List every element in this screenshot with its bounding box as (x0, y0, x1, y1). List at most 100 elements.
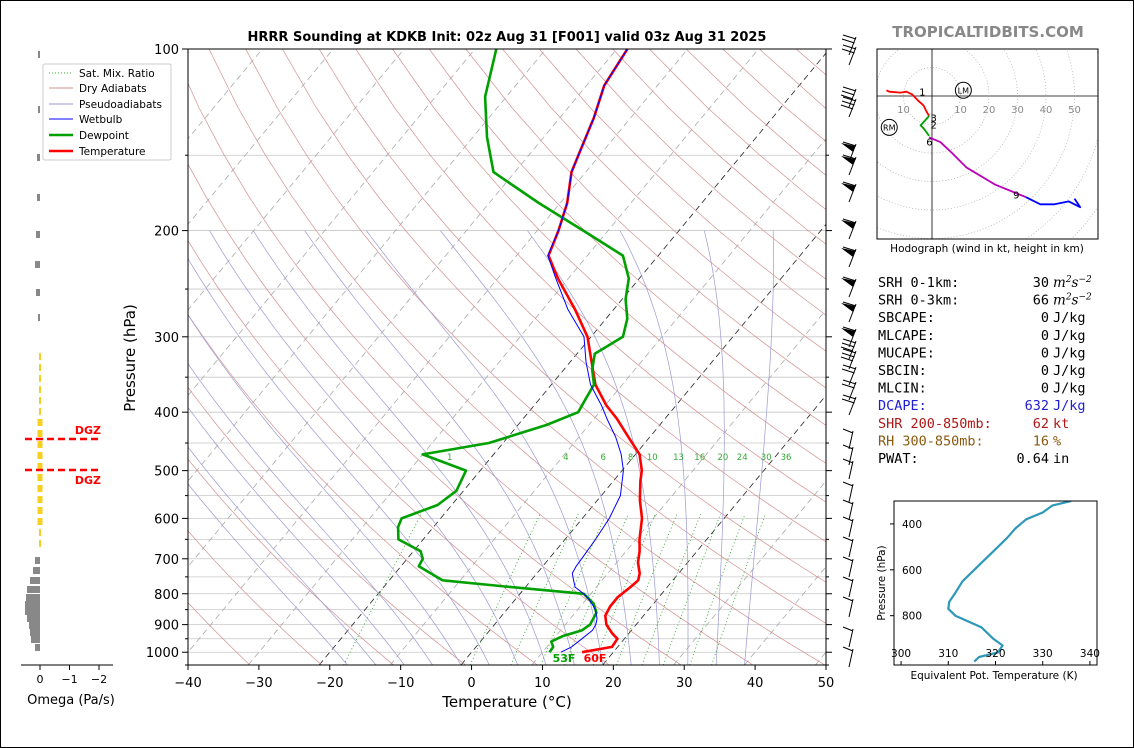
stat-unit: kt (1053, 416, 1069, 432)
stat-value: 0 (1041, 328, 1049, 344)
wetbulb-profile-line (547, 49, 628, 653)
legend-dry-adiabat-label: Dry Adiabats (79, 83, 147, 95)
stat-value: 30 (1033, 275, 1049, 291)
wind-barbs (840, 34, 857, 668)
barb-staff (848, 558, 854, 578)
barb-flag (842, 646, 854, 652)
stat-label: SRH 0-3km: (878, 293, 959, 309)
hodograph-trace: 1 32 6 9 LM RM (880, 81, 1082, 209)
y-tick-label: 700 (154, 553, 179, 568)
mixing-ratio-label: 16 (694, 453, 705, 463)
hodo-ring (877, 49, 1047, 211)
pseudoadiabat-line (188, 314, 462, 665)
legend-dewpoint-label: Dewpoint (79, 130, 129, 142)
hodo-ring-label: 50 (1068, 105, 1081, 116)
barb-staff (848, 278, 857, 298)
barb-flag (842, 364, 857, 370)
mixing-ratio-line (510, 513, 579, 665)
barb-staff (848, 303, 857, 323)
barb-flag (841, 398, 855, 404)
y-tick-label: 800 (154, 588, 179, 603)
stat-unit: J/kg (1053, 328, 1086, 344)
barb-staff (848, 483, 854, 503)
barb-staff (848, 460, 854, 480)
barb-flag (842, 276, 857, 282)
mixing-ratio-line (641, 513, 702, 665)
dgz-bar (37, 518, 43, 525)
wind-barb (842, 646, 854, 668)
x-tick-label: −20 (316, 676, 343, 691)
barb-flag (842, 218, 857, 224)
wind-barb (841, 301, 857, 323)
wind-barb (841, 218, 857, 240)
omega-bar (36, 231, 40, 238)
dry-adiabat-line (392, 49, 826, 464)
barb-staff (848, 328, 857, 348)
pseudoadiabat-line (619, 230, 689, 665)
dgz-bar (39, 364, 41, 371)
pseudoadiabat-line (188, 483, 348, 665)
omega-bar (27, 586, 40, 593)
barb-flag (842, 536, 854, 542)
theta-e-trace (947, 501, 1072, 663)
mixing-ratio-label: 1 (447, 453, 452, 463)
barb-flag (842, 86, 857, 92)
mixing-ratio-line (662, 513, 721, 665)
x-tick-label: 10 (534, 676, 551, 691)
barb-staff (848, 538, 854, 558)
pseudoadiabat-line (440, 230, 632, 665)
surface-temperature-label: 60F (584, 652, 607, 665)
barb-flag (842, 301, 857, 307)
skewt-axes: −40 −30 −20 −10 0 10 20 30 40 50 100 200 300 400 500 60… (146, 43, 834, 691)
barb-flag (842, 338, 857, 344)
dry-adiabat-line (188, 386, 466, 665)
hodo-segment (928, 136, 1027, 199)
omega-bar (38, 51, 40, 58)
stat-label: RH 300-850mb: (878, 433, 984, 449)
hodograph-grid: 10 10 20 30 40 50 (877, 49, 1098, 239)
barb-staff (848, 578, 854, 598)
hodo-ring-label: 30 (1011, 105, 1024, 116)
stat-label: SBCIN: (878, 363, 927, 379)
watermark: TROPICALTIDBITS.COM (892, 23, 1084, 41)
wind-barb (842, 576, 854, 598)
pseudoadiabat-line (527, 230, 660, 665)
barb-flag (841, 38, 855, 44)
surface-dewpoint-label: 53F (553, 652, 576, 665)
y-tick-label: 600 (154, 512, 179, 527)
pseudoadiabat-line (188, 258, 490, 665)
y-tick-label: 100 (154, 43, 179, 58)
dry-adiabat-line (465, 49, 826, 389)
mixing-ratio-label: 6 (600, 453, 605, 463)
barb-flag (842, 516, 854, 522)
hodo-ring-label: 10 (954, 105, 967, 116)
wind-barb (842, 596, 854, 618)
theta-e-line (947, 501, 1072, 663)
stat-value: 0 (1041, 381, 1049, 397)
hodo-ring-label: 40 (1040, 105, 1053, 116)
wind-barb (841, 394, 857, 416)
barb-flag (842, 34, 857, 40)
barb-staff (848, 248, 857, 268)
wind-barb (842, 499, 854, 521)
dgz-label: DGZ (75, 424, 101, 437)
barb-staff (848, 518, 854, 538)
dewpoint-profile-line (396, 49, 631, 653)
x-tick-label: 20 (605, 676, 622, 691)
dry-adiabat-line (318, 49, 826, 543)
dry-adiabat-line (188, 602, 251, 665)
stat-label: MLCIN: (878, 381, 927, 397)
stat-label: SHR 200-850mb: (878, 416, 992, 432)
mixing-ratio-label: 13 (673, 453, 684, 463)
mixing-ratio-line (592, 513, 656, 665)
pseudoadiabat-line (703, 230, 725, 665)
barb-pennant (841, 183, 855, 192)
dry-adiabat-line (428, 49, 826, 426)
wind-barb (841, 44, 857, 66)
barb-staff (848, 628, 854, 648)
theta-x-tick-label: 330 (1033, 648, 1053, 660)
stat-label: DCAPE: (878, 398, 927, 414)
hodograph-frame (876, 48, 1099, 240)
theta-x-tick-label: 310 (938, 648, 958, 660)
omega-bar (30, 629, 40, 636)
